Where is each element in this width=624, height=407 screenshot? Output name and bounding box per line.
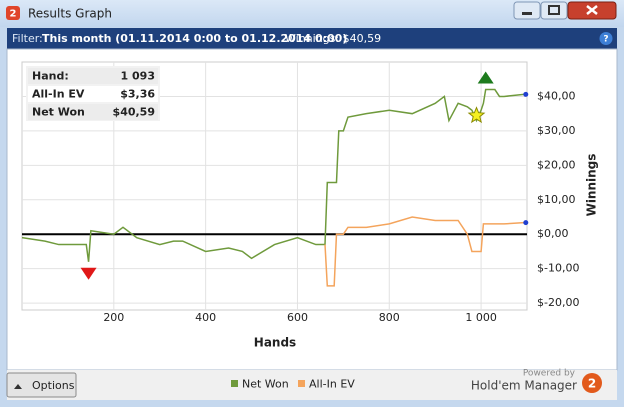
y-tick-label: $10,00 xyxy=(537,193,576,206)
filter-label: Filter: xyxy=(12,32,43,45)
end-dot xyxy=(523,220,529,226)
end-dot xyxy=(523,91,529,97)
filter-winnings: Winnings: $40,59 xyxy=(285,32,381,45)
filter-bar xyxy=(7,28,617,49)
legend-swatch xyxy=(231,380,238,387)
options-label: Options xyxy=(32,379,75,392)
app-icon-mark: 2 xyxy=(10,9,17,20)
stats-label: All-In EV xyxy=(32,88,85,101)
stats-value: 1 093 xyxy=(121,70,155,83)
y-tick-label: $0,00 xyxy=(537,227,569,240)
y-tick-label: $20,00 xyxy=(537,158,576,171)
y-tick-label: $30,00 xyxy=(537,124,576,137)
legend-label: Net Won xyxy=(242,378,289,391)
powered-by: Powered by xyxy=(523,369,576,379)
stats-label: Net Won xyxy=(32,106,85,119)
filter-range: This month (01.11.2014 0:00 to 01.12.201… xyxy=(42,32,347,45)
brand: Hold'em Manager xyxy=(471,379,577,393)
stats-row xyxy=(28,86,158,102)
x-axis-label: Hands xyxy=(254,336,296,350)
options-arrow xyxy=(14,384,22,389)
x-tick-label: 400 xyxy=(195,311,216,324)
series-line xyxy=(21,88,524,262)
stats-label: Hand: xyxy=(32,70,69,83)
x-tick-label: 800 xyxy=(379,311,400,324)
stats-value: $3,36 xyxy=(120,88,155,101)
help-button[interactable] xyxy=(599,32,613,45)
help-icon: ? xyxy=(603,35,608,45)
maximize-button[interactable] xyxy=(540,1,568,20)
maximize-icon xyxy=(548,5,560,15)
stats-box: Hand: 1 093 All-In EV $3,36 Net Won $40,59 xyxy=(26,66,160,121)
min-marker xyxy=(80,267,97,280)
stats-row xyxy=(28,104,158,120)
x-tick-label: 1 000 xyxy=(465,311,497,324)
max-marker xyxy=(477,71,494,84)
stats-value: $40,59 xyxy=(113,106,155,119)
close-icon xyxy=(586,5,598,15)
y-tick-label: $-10,00 xyxy=(537,262,579,275)
x-tick-label: 600 xyxy=(287,311,308,324)
stats-row xyxy=(28,68,158,84)
y-axis-label: Winnings xyxy=(585,154,599,217)
x-tick-label: 200 xyxy=(103,311,124,324)
bottom-bar xyxy=(7,370,617,400)
app-icon xyxy=(6,6,20,20)
brand-logo xyxy=(582,373,602,393)
minimize-icon xyxy=(522,12,532,15)
star-marker xyxy=(467,106,486,124)
y-tick-label: $40,00 xyxy=(537,89,576,102)
brand-logo-mark: 2 xyxy=(588,377,596,391)
y-tick-label: $-20,00 xyxy=(537,296,579,309)
minimize-button[interactable] xyxy=(513,1,541,20)
legend-label: All-In EV xyxy=(309,378,355,391)
window-title: Results Graph xyxy=(28,7,112,21)
options-button[interactable] xyxy=(6,372,77,398)
series-line xyxy=(324,216,524,287)
legend-swatch xyxy=(298,380,305,387)
